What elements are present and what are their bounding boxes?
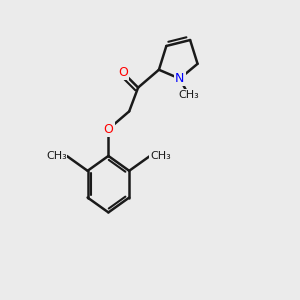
Text: O: O bbox=[118, 66, 128, 79]
Text: CH₃: CH₃ bbox=[178, 90, 199, 100]
Text: CH₃: CH₃ bbox=[46, 151, 67, 161]
Text: CH₃: CH₃ bbox=[150, 151, 171, 161]
Text: O: O bbox=[103, 123, 113, 136]
Text: N: N bbox=[175, 72, 184, 85]
